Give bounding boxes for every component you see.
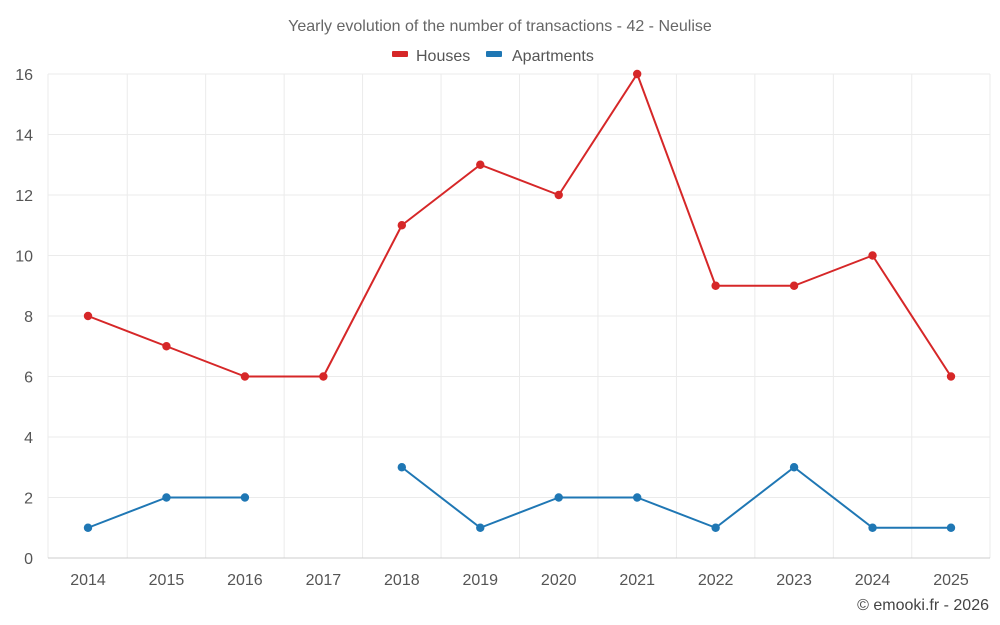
- legend: Houses Apartments: [392, 48, 594, 65]
- legend-item-houses[interactable]: Houses: [392, 48, 470, 65]
- x-tick-label: 2024: [855, 572, 891, 589]
- data-point-houses[interactable]: [476, 160, 485, 169]
- data-point-houses[interactable]: [319, 372, 328, 381]
- x-tick-label: 2019: [462, 572, 498, 589]
- data-point-houses[interactable]: [162, 342, 171, 351]
- legend-label-houses: Houses: [416, 48, 470, 65]
- data-point-houses[interactable]: [868, 251, 877, 260]
- data-point-houses[interactable]: [632, 69, 642, 79]
- x-tick-label: 2025: [933, 572, 969, 589]
- series-line-houses: [87, 73, 952, 378]
- legend-swatch-apartments: [486, 51, 502, 57]
- data-point-apartments[interactable]: [554, 493, 563, 502]
- x-tick-label: 2017: [306, 572, 342, 589]
- data-point-apartments[interactable]: [946, 523, 956, 532]
- data-point-houses[interactable]: [554, 190, 563, 200]
- data-point-apartments[interactable]: [83, 523, 93, 532]
- y-tick-label: 14: [15, 128, 33, 145]
- data-point-houses[interactable]: [711, 281, 720, 290]
- legend-swatch-houses: [392, 51, 408, 57]
- data-point-houses[interactable]: [397, 221, 407, 230]
- data-point-houses[interactable]: [240, 372, 250, 381]
- legend-label-apartments: Apartments: [512, 48, 594, 65]
- y-tick-label: 16: [15, 67, 33, 84]
- data-point-apartments[interactable]: [868, 523, 877, 532]
- y-tick-label: 12: [15, 188, 33, 205]
- data-point-apartments[interactable]: [632, 493, 642, 502]
- y-tick-label: 8: [24, 309, 33, 326]
- y-tick-label: 10: [15, 249, 33, 266]
- series-line-apartments: [87, 496, 246, 529]
- data-point-apartments[interactable]: [240, 493, 250, 502]
- y-axis-ticks: 0 2 4 6 8 10 12 14 16: [15, 67, 33, 568]
- chart-title: Yearly evolution of the number of transa…: [288, 18, 712, 35]
- data-point-apartments[interactable]: [711, 523, 720, 532]
- legend-item-apartments[interactable]: Apartments: [486, 48, 594, 65]
- x-tick-label: 2020: [541, 572, 577, 589]
- data-point-apartments[interactable]: [162, 493, 171, 502]
- x-tick-label: 2021: [619, 572, 655, 589]
- data-points: [83, 69, 956, 532]
- x-tick-label: 2023: [776, 572, 812, 589]
- y-tick-label: 2: [24, 491, 33, 508]
- y-tick-label: 4: [24, 430, 33, 447]
- data-point-apartments[interactable]: [789, 463, 799, 472]
- data-point-houses[interactable]: [83, 311, 93, 321]
- x-axis-ticks: 2014 2015 2016 2017 2018 2019 2020 2021 2022 2023…: [70, 572, 969, 589]
- x-tick-label: 2022: [698, 572, 734, 589]
- x-tick-label: 2016: [227, 572, 263, 589]
- data-point-houses[interactable]: [946, 372, 956, 381]
- data-point-apartments[interactable]: [476, 523, 485, 532]
- gridlines: [47, 73, 991, 558]
- series-line-apartments: [400, 466, 952, 529]
- y-tick-label: 6: [24, 370, 33, 387]
- x-tick-label: 2015: [149, 572, 185, 589]
- data-point-houses[interactable]: [789, 281, 799, 290]
- x-tick-label: 2018: [384, 572, 420, 589]
- credit-text: © emooki.fr - 2026: [857, 597, 989, 614]
- y-tick-label: 0: [24, 551, 33, 568]
- x-tick-label: 2014: [70, 572, 106, 589]
- data-point-apartments[interactable]: [397, 463, 407, 472]
